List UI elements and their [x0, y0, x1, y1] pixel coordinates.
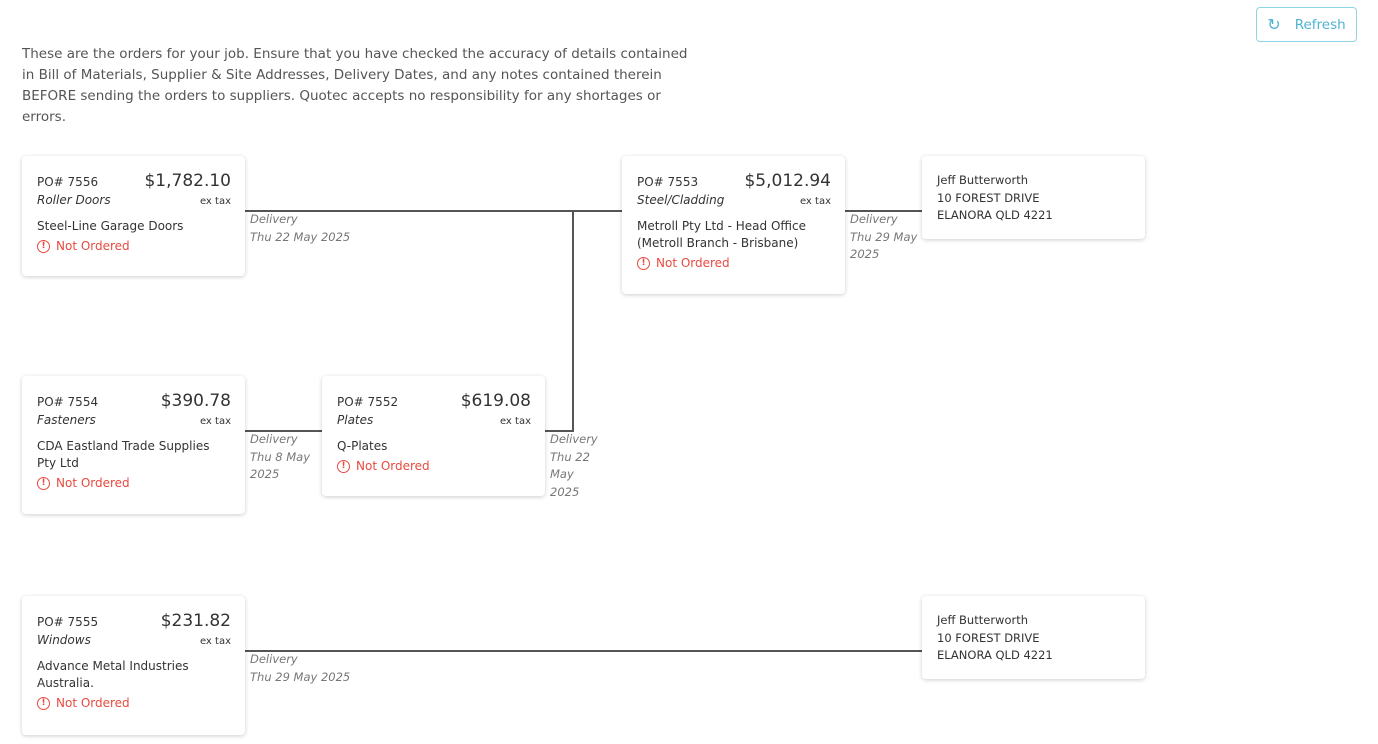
intro-text: These are the orders for your job. Ensur…	[22, 46, 688, 125]
connector	[245, 430, 322, 432]
refresh-icon: ↻	[1267, 15, 1281, 34]
address-line2: ELANORA QLD 4221	[937, 648, 1053, 662]
connector	[572, 210, 574, 432]
status: ! Not Ordered	[37, 239, 231, 253]
amount: $5,012.94	[744, 171, 831, 191]
connector	[545, 430, 574, 432]
amount: $390.78	[160, 391, 231, 411]
category: Plates	[337, 413, 374, 427]
address-line1: 10 FOREST DRIVE	[937, 190, 1040, 205]
po-number: PO# 7553	[637, 175, 699, 189]
category: Windows	[37, 633, 91, 647]
alert-icon: !	[37, 476, 50, 490]
status: ! Not Ordered	[337, 459, 531, 473]
supplier: Steel-Line Garage Doors	[37, 219, 184, 233]
amount: $619.08	[460, 391, 531, 411]
order-card[interactable]: PO# 7553 Steel/Cladding $5,012.94 ex tax…	[622, 156, 845, 294]
po-number: PO# 7552	[337, 395, 399, 409]
category: Steel/Cladding	[637, 193, 725, 207]
tax-note: ex tax	[199, 636, 231, 647]
status: ! Not Ordered	[37, 696, 231, 710]
order-card[interactable]: PO# 7556 Roller Doors $1,782.10 ex tax S…	[22, 156, 245, 276]
site-address-card[interactable]: Jeff Butterworth 10 FOREST DRIVE ELANORA…	[922, 156, 1145, 239]
delivery-label: Delivery Thu 8 May 2025	[250, 432, 311, 481]
supplier: Metroll Pty Ltd - Head Office (Metroll B…	[637, 219, 806, 250]
connector	[245, 650, 922, 652]
status: ! Not Ordered	[37, 476, 231, 490]
site-address-card[interactable]: Jeff Butterworth 10 FOREST DRIVE ELANORA…	[922, 596, 1145, 679]
category: Roller Doors	[37, 193, 111, 207]
po-number: PO# 7554	[37, 395, 99, 409]
order-card[interactable]: PO# 7554 Fasteners $390.78 ex tax CDA Ea…	[22, 376, 245, 514]
connector	[845, 210, 922, 212]
delivery-label: Delivery Thu 29 May 2025	[250, 652, 351, 684]
order-card[interactable]: PO# 7552 Plates $619.08 ex tax Q-Plates …	[322, 376, 545, 496]
alert-icon: !	[37, 239, 50, 253]
order-card[interactable]: PO# 7555 Windows $231.82 ex tax Advance …	[22, 596, 245, 735]
address-name: Jeff Butterworth	[937, 613, 1029, 627]
tax-note: ex tax	[199, 416, 231, 427]
po-number: PO# 7555	[37, 615, 99, 629]
status: ! Not Ordered	[637, 256, 831, 270]
connector	[245, 210, 622, 212]
address-name: Jeff Butterworth	[937, 173, 1029, 187]
tax-note: ex tax	[799, 196, 831, 207]
supplier: Q-Plates	[337, 439, 388, 453]
delivery-label: Delivery Thu 29 May 2025	[850, 212, 918, 261]
address-line1: 10 FOREST DRIVE	[937, 630, 1040, 645]
alert-icon: !	[637, 256, 650, 270]
tax-note: ex tax	[499, 416, 531, 427]
alert-icon: !	[37, 696, 50, 710]
po-number: PO# 7556	[37, 175, 99, 189]
delivery-label: Delivery Thu 22 May 2025	[550, 432, 598, 499]
refresh-label: Refresh	[1294, 16, 1346, 33]
address-line2: ELANORA QLD 4221	[937, 208, 1053, 222]
alert-icon: !	[337, 459, 350, 473]
amount: $231.82	[160, 611, 231, 631]
supplier: CDA Eastland Trade Supplies Pty Ltd	[37, 439, 210, 470]
tax-note: ex tax	[199, 196, 231, 207]
delivery-label: Delivery Thu 22 May 2025	[250, 212, 351, 244]
amount: $1,782.10	[144, 171, 231, 191]
category: Fasteners	[37, 413, 96, 427]
refresh-button[interactable]: ↻ Refresh	[1256, 7, 1357, 42]
supplier: Advance Metal Industries Australia.	[37, 659, 189, 690]
